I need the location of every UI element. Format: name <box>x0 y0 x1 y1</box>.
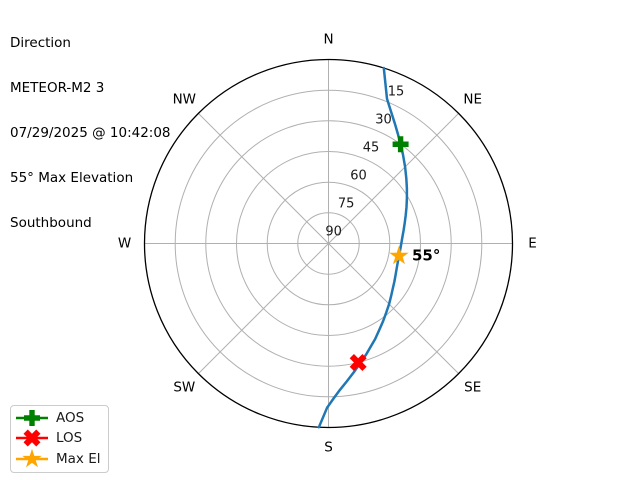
elevation-ring-60 <box>266 181 391 306</box>
elevation-ring-45 <box>236 151 421 336</box>
pass-info-header: Direction METEOR-M2 3 07/29/2025 @ 10:42… <box>10 6 171 261</box>
elevation-ring-label-75: 75 <box>338 197 355 212</box>
elevation-ring-label-90: 90 <box>325 225 342 240</box>
pass-timestamp: 07/29/2025 @ 10:42:08 <box>10 125 171 141</box>
compass-label-se: SE <box>464 380 481 396</box>
los-marker <box>349 354 367 372</box>
legend-marker-filled-plus <box>24 410 40 427</box>
max-el-star-icon <box>16 448 48 467</box>
header-title: Direction <box>10 35 71 51</box>
compass-label-s: S <box>324 440 333 456</box>
compass-label-e: E <box>528 236 537 252</box>
satellite-name: METEOR-M2 3 <box>10 80 105 96</box>
legend: AOS LOS Max El <box>10 405 109 473</box>
legend-label-los: LOS <box>56 430 83 447</box>
elevation-ring-75 <box>297 212 360 275</box>
los-x-icon <box>16 429 48 447</box>
legend-marker-filled-x <box>23 429 41 447</box>
compass-label-nw: NW <box>173 91 196 107</box>
legend-marker-star <box>22 448 42 467</box>
legend-item-los: LOS <box>14 428 108 448</box>
elevation-ring-label-30: 30 <box>375 113 392 128</box>
elevation-ring-15 <box>174 89 483 398</box>
legend-label-max-el: Max El <box>56 450 101 467</box>
elevation-ring-label-60: 60 <box>350 169 367 184</box>
horizon-circle <box>143 58 514 429</box>
pass-direction-text: Southbound <box>10 215 92 231</box>
aos-plus-icon <box>16 410 48 427</box>
elevation-ring-label-45: 45 <box>363 141 380 156</box>
compass-label-sw: SW <box>173 380 195 396</box>
legend-item-aos: AOS <box>14 408 108 428</box>
legend-label-aos: AOS <box>56 410 85 427</box>
max-elevation-text: 55° Max Elevation <box>10 170 134 186</box>
max-el-value-label: 55° <box>412 246 440 264</box>
legend-item-max-el: Max El <box>14 448 108 469</box>
compass-label-n: N <box>323 32 333 48</box>
compass-label-ne: NE <box>463 91 482 107</box>
aos-marker <box>392 136 409 153</box>
elevation-ring-30 <box>205 120 452 367</box>
max-el-marker <box>389 245 409 265</box>
compass-label-w: W <box>118 236 131 252</box>
elevation-ring-label-15: 15 <box>388 85 405 100</box>
